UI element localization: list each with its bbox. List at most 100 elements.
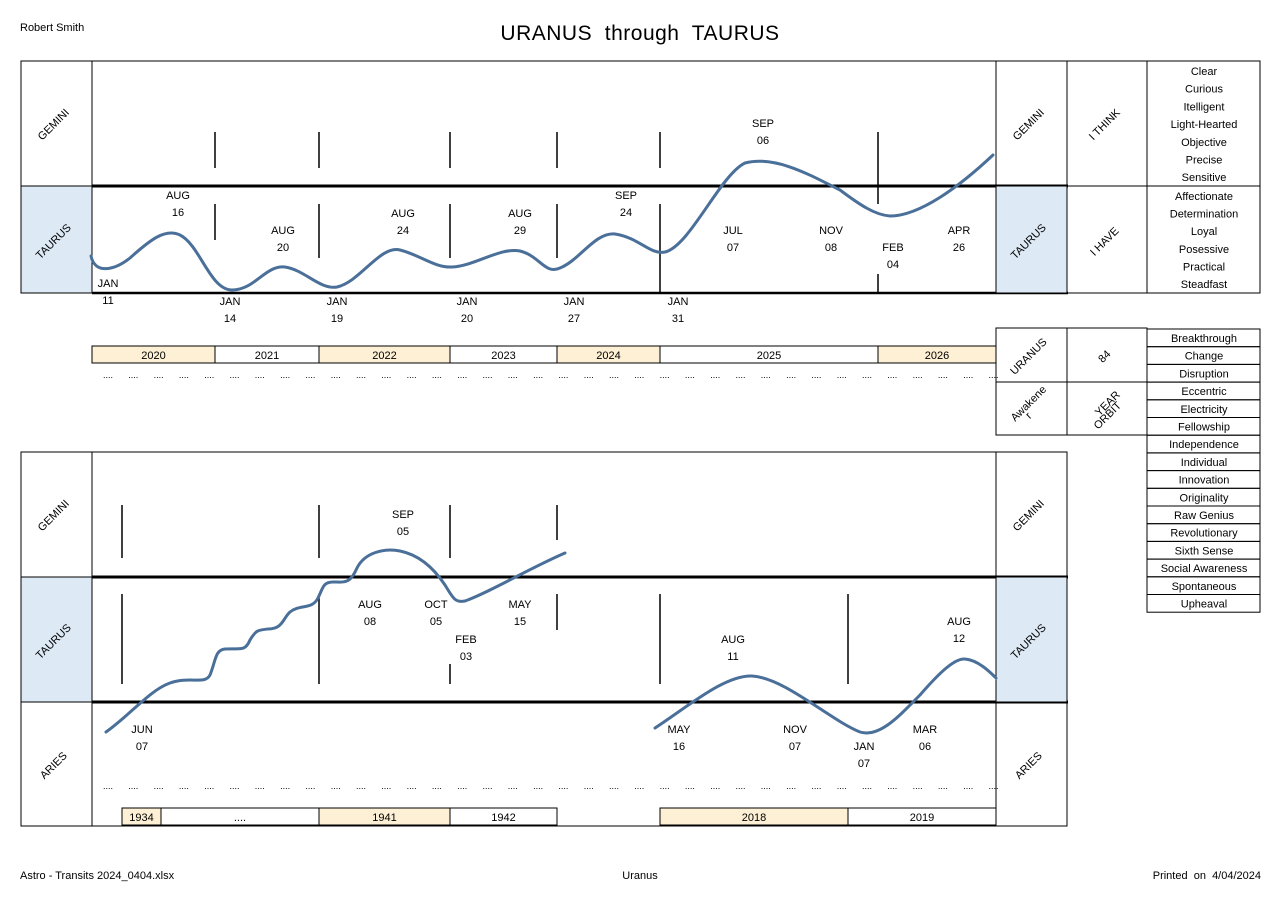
year-label: 2022: [372, 350, 396, 362]
transit-curve-2018-2019: [653, 657, 998, 735]
event-date-label: 03: [460, 651, 472, 663]
ellipsis-marker: ....: [558, 370, 568, 380]
event-date-label: 07: [858, 758, 870, 770]
ellipsis-marker: ....: [862, 781, 872, 791]
ellipsis-marker: ....: [356, 781, 366, 791]
ellipsis-marker: ....: [735, 781, 745, 791]
uranus-keyword-item: Sixth Sense: [1175, 545, 1234, 557]
ellipsis-marker: ....: [356, 370, 366, 380]
event-date-label: JAN: [98, 278, 119, 290]
year-label: ....: [234, 812, 246, 824]
year-label: 1942: [491, 812, 515, 824]
event-date-label: MAY: [508, 599, 532, 611]
event-date-label: FEB: [455, 634, 476, 646]
uranus-keyword-item: Breakthrough: [1171, 333, 1237, 345]
keyword-have-item: Affectionate: [1175, 191, 1233, 203]
year-cell: [449, 807, 558, 826]
event-date-label: 11: [102, 295, 113, 307]
event-date-label: MAR: [913, 724, 938, 736]
ellipsis-marker: ....: [887, 370, 897, 380]
orbit-years-value: 84: [1096, 348, 1113, 365]
page-title: URANUS through TAURUS: [500, 22, 780, 45]
uranus-keyword-item: Innovation: [1179, 475, 1230, 487]
event-date-label: JUL: [723, 225, 743, 237]
event-date-label: 07: [789, 741, 801, 753]
ellipsis-marker: ....: [988, 370, 998, 380]
uranus-keyword-item: Spontaneous: [1172, 581, 1237, 593]
ellipsis-marker: ....: [634, 370, 644, 380]
ellipsis-marker: ....: [255, 781, 265, 791]
event-date-label: 06: [919, 741, 931, 753]
ellipsis-marker: ....: [407, 781, 417, 791]
ellipsis-marker: ....: [255, 370, 265, 380]
keyword-have-item: Loyal: [1191, 226, 1217, 238]
ellipsis-marker: ....: [887, 781, 897, 791]
event-date-label: SEP: [752, 118, 774, 130]
ellipsis-marker: ....: [457, 370, 467, 380]
year-label: 2021: [255, 350, 279, 362]
event-date-label: MAY: [667, 724, 691, 736]
year-label: 2024: [596, 350, 620, 362]
event-date-label: FEB: [882, 242, 903, 254]
event-date-label: 07: [727, 242, 739, 254]
event-date-label: 14: [224, 313, 236, 325]
sign-label-aries-lower: ARIES: [38, 750, 70, 782]
ellipsis-marker: ....: [685, 370, 695, 380]
ellipsis-marker: ....: [913, 781, 923, 791]
ellipsis-marker: ....: [508, 370, 518, 380]
ellipsis-marker: ....: [710, 781, 720, 791]
keyword-think-item: Sensitive: [1182, 172, 1227, 184]
ellipsis-marker: ....: [761, 781, 771, 791]
keyword-have-item: Steadfast: [1181, 279, 1227, 291]
ellipsis-marker: ....: [331, 781, 341, 791]
ellipsis-marker: ....: [482, 781, 492, 791]
uranus-keyword-item: Fellowship: [1178, 422, 1230, 434]
ellipsis-marker: ....: [634, 781, 644, 791]
author-name: Robert Smith: [20, 22, 85, 34]
uranus-keyword-cell: [1146, 594, 1261, 613]
taurus-label-cell: [20, 185, 93, 294]
aries-label-cell-lower-right: [995, 701, 1068, 827]
event-date-label: JAN: [854, 741, 875, 753]
ellipsis-marker: ....: [584, 370, 594, 380]
footer-printed-date: 4/04/2024: [1212, 870, 1261, 882]
ellipsis-marker: ....: [837, 781, 847, 791]
event-date-label: AUG: [391, 208, 415, 220]
event-date-label: AUG: [166, 190, 190, 202]
event-date-label: AUG: [358, 599, 382, 611]
ellipsis-marker: ....: [305, 781, 315, 791]
ellipsis-marker: ....: [103, 781, 113, 791]
year-label: 1941: [372, 812, 396, 824]
footer-printed: Printed on 4/04/2024: [1153, 870, 1261, 882]
have-keywords-box: [1146, 185, 1261, 294]
uranus-keyword-item: Upheaval: [1181, 599, 1227, 611]
event-date-label: JAN: [668, 296, 689, 308]
event-date-label: AUG: [947, 616, 971, 628]
ellipsis-marker: ....: [938, 370, 948, 380]
ellipsis-marker: ....: [786, 781, 796, 791]
event-date-label: JAN: [457, 296, 478, 308]
event-date-label: AUG: [508, 208, 532, 220]
ellipsis-marker: ....: [432, 370, 442, 380]
ellipsis-marker: ....: [837, 370, 847, 380]
ellipsis-marker: ....: [128, 370, 138, 380]
event-date-label: 04: [887, 259, 899, 271]
ellipsis-marker: ....: [204, 370, 214, 380]
event-date-label: 06: [757, 135, 769, 147]
ellipsis-marker: ....: [811, 370, 821, 380]
uranus-keyword-item: Eccentric: [1181, 386, 1227, 398]
keyword-think-item: Curious: [1185, 84, 1223, 96]
transit-curve-1934-1942: [104, 548, 567, 734]
event-date-label: 07: [136, 741, 148, 753]
event-date-label: AUG: [721, 634, 745, 646]
ellipsis-marker: ....: [331, 370, 341, 380]
year-label: 2023: [491, 350, 515, 362]
event-date-label: 16: [172, 207, 184, 219]
ellipsis-marker: ....: [710, 370, 720, 380]
event-date-label: APR: [948, 225, 971, 237]
ellipsis-marker: ....: [533, 370, 543, 380]
event-date-label: OCT: [424, 599, 448, 611]
ellipsis-marker: ....: [913, 370, 923, 380]
sign-label-gemini: GEMINI: [36, 107, 72, 143]
ellipsis-marker: ....: [280, 781, 290, 791]
